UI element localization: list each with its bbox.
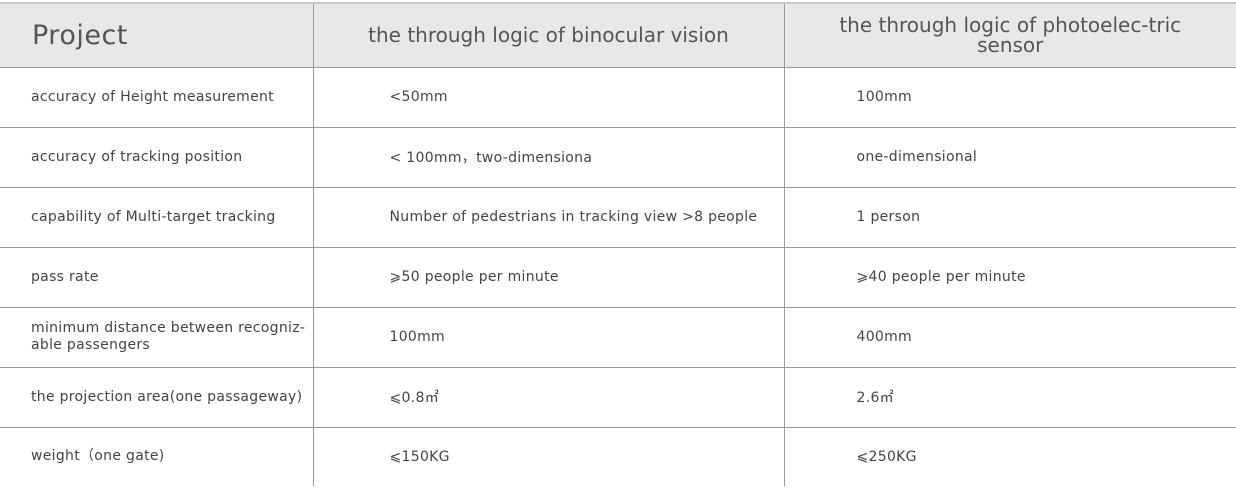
row-item: capability of Multi-target tracking bbox=[0, 187, 313, 248]
photoelectric-value: 2.6㎡ bbox=[783, 367, 1236, 428]
row-item: accuracy of tracking position bbox=[0, 127, 313, 188]
photoelectric-value: ⩾40 people per minute bbox=[783, 247, 1236, 308]
binocular-value: ⩾50 people per minute bbox=[312, 247, 784, 308]
table-row: weight（one gate) ⩽150KG ⩽250KG bbox=[0, 427, 1236, 486]
photoelectric-value: 1 person bbox=[783, 187, 1236, 248]
table-row: minimum distance between recogniz-able p… bbox=[0, 307, 1236, 368]
row-item: the projection area(one passageway) bbox=[0, 367, 313, 428]
binocular-value: <50mm bbox=[312, 67, 784, 128]
header-binocular: the through logic of binocular vision bbox=[312, 3, 784, 68]
header-photoelectric: the through logic of photoelec-tric sens… bbox=[783, 3, 1236, 68]
table-row: accuracy of tracking position < 100mm，two… bbox=[0, 127, 1236, 188]
photoelectric-value: 100mm bbox=[783, 67, 1236, 128]
table-row: capability of Multi-target tracking Numbe… bbox=[0, 187, 1236, 248]
table-row: accuracy of Height measurement <50mm 100mm bbox=[0, 67, 1236, 128]
binocular-value: Number of pedestrians in tracking view >… bbox=[312, 187, 784, 248]
header-project: Project bbox=[0, 3, 313, 68]
photoelectric-value: one-dimensional bbox=[783, 127, 1236, 188]
row-item: pass rate bbox=[0, 247, 313, 308]
binocular-value: ⩽150KG bbox=[312, 427, 784, 486]
binocular-value: ⩽0.8㎡ bbox=[312, 367, 784, 428]
photoelectric-value: ⩽250KG bbox=[783, 427, 1236, 486]
table-row: pass rate ⩾50 people per minute ⩾40 people… bbox=[0, 247, 1236, 308]
photoelectric-value: 400mm bbox=[783, 307, 1236, 368]
row-item: weight（one gate) bbox=[31, 448, 165, 464]
binocular-value: 100mm bbox=[312, 307, 784, 368]
table-header-row: Project the through logic of binocular v… bbox=[0, 3, 1236, 68]
row-item: minimum distance between recogniz-able p… bbox=[0, 307, 313, 368]
table-row: the projection area(one passageway) ⩽0.8㎡… bbox=[0, 367, 1236, 428]
binocular-value: < 100mm，two-dimensiona bbox=[312, 127, 784, 188]
row-item: accuracy of Height measurement bbox=[0, 67, 313, 128]
